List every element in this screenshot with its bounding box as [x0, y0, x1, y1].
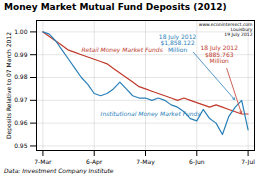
svg-text:Retail Money Market Funds: Retail Money Market Funds	[81, 46, 162, 54]
svg-text:18 July 2012$885.763Million: 18 July 2012$885.763Million	[200, 44, 238, 64]
svg-text:18 July 2012$1,858.122Million: 18 July 2012$1,858.122Million	[159, 33, 197, 53]
svg-text:Deposits Relative to 07 March: Deposits Relative to 07 March 2012	[5, 32, 13, 139]
svg-text:0.96: 0.96	[14, 119, 28, 126]
svg-text:6-Jun: 6-Jun	[189, 158, 205, 166]
svg-text:7-Jul: 7-Jul	[241, 158, 255, 166]
html-text:Money Market Mutual Fund Depos: Money Market Mutual Fund Deposits (2012)	[4, 2, 227, 12]
svg-text:1.00: 1.00	[14, 28, 28, 35]
svg-text:www.econintersect.comLouisbury: www.econintersect.comLouisbury19 July 20…	[199, 22, 253, 37]
svg-text:6-Apr: 6-Apr	[86, 158, 103, 166]
svg-text:0.95: 0.95	[14, 142, 28, 149]
svg-text:7-Mar: 7-Mar	[34, 158, 52, 165]
html-text:Data: Investment Company Insti: Data: Investment Company Institute	[4, 167, 114, 174]
svg-text:Institutional Money Market Fun: Institutional Money Market Funds	[101, 110, 201, 118]
svg-text:0.99: 0.99	[14, 51, 28, 58]
svg-text:0.98: 0.98	[14, 73, 28, 80]
svg-text:7-May: 7-May	[136, 158, 155, 166]
svg-text:0.97: 0.97	[14, 96, 28, 103]
